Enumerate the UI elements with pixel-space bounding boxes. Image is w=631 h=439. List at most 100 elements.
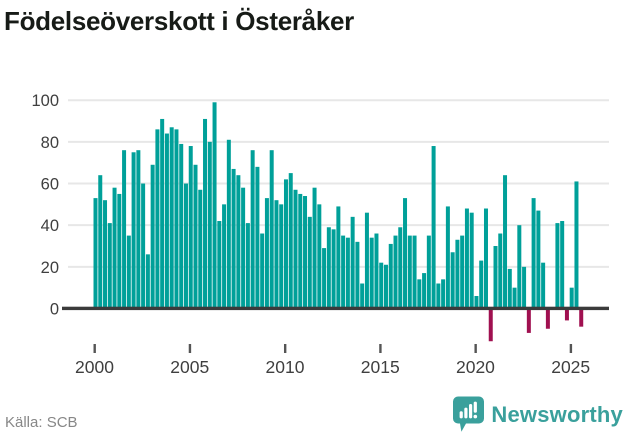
bar-2014-q2 bbox=[364, 212, 369, 309]
bar-2007-q1 bbox=[226, 139, 231, 309]
bar-2002-q1 bbox=[131, 152, 136, 309]
bar-2010-q3 bbox=[293, 189, 298, 309]
bar-2023-q3 bbox=[541, 262, 546, 309]
bar-2012-q3 bbox=[331, 229, 336, 309]
bar-2023-q2 bbox=[536, 210, 541, 309]
bar-2007-q4 bbox=[241, 187, 246, 309]
y-axis-label: 40 bbox=[41, 217, 59, 235]
bar-2009-q3 bbox=[274, 200, 279, 309]
bar-2008-q4 bbox=[260, 233, 265, 309]
bar-2005-q3 bbox=[198, 189, 203, 309]
bar-2011-q2 bbox=[307, 216, 312, 309]
bar-2001-q1 bbox=[112, 187, 117, 309]
x-axis-tick bbox=[283, 344, 287, 353]
bar-2022-q3 bbox=[522, 266, 527, 309]
x-axis-label: 2020 bbox=[456, 357, 495, 377]
bar-2025-q3 bbox=[579, 310, 584, 327]
bar-2003-q2 bbox=[155, 129, 160, 309]
bar-2013-q2 bbox=[345, 237, 350, 309]
bar-2024-q2 bbox=[555, 223, 560, 309]
bar-2003-q3 bbox=[160, 118, 165, 309]
bar-2006-q3 bbox=[217, 221, 222, 309]
bar-2020-q3 bbox=[483, 208, 488, 309]
bar-2014-q4 bbox=[374, 233, 379, 309]
bar-2003-q4 bbox=[164, 133, 169, 309]
bar-2022-q2 bbox=[517, 225, 522, 309]
bar-2021-q2 bbox=[498, 233, 503, 309]
bar-2004-q1 bbox=[169, 127, 174, 309]
bar-2023-q4 bbox=[545, 310, 550, 329]
y-axis-label: 20 bbox=[41, 259, 59, 277]
bar-2017-q4 bbox=[431, 146, 436, 309]
bar-2009-q2 bbox=[269, 150, 274, 309]
bar-2008-q1 bbox=[245, 223, 250, 309]
bar-2011-q3 bbox=[312, 187, 317, 309]
x-axis-tick bbox=[379, 344, 382, 353]
bar-2018-q2 bbox=[441, 279, 446, 309]
bar-2005-q4 bbox=[203, 118, 208, 309]
bar-2021-q3 bbox=[503, 175, 508, 309]
bar-2024-q3 bbox=[560, 221, 565, 309]
bar-2001-q4 bbox=[126, 235, 131, 309]
bar-2019-q1 bbox=[455, 239, 460, 309]
bar-2022-q4 bbox=[526, 310, 531, 333]
bar-2007-q3 bbox=[236, 175, 241, 309]
bar-2007-q2 bbox=[231, 168, 236, 309]
bar-2019-q4 bbox=[469, 212, 474, 309]
bar-2025-q2 bbox=[574, 181, 579, 309]
bar-2000-q4 bbox=[107, 223, 112, 309]
bar-2005-q2 bbox=[193, 164, 198, 309]
bar-2015-q1 bbox=[379, 262, 384, 309]
brand-wordmark: Newsworthy bbox=[491, 401, 623, 427]
bar-2015-q2 bbox=[383, 264, 388, 309]
page-title: Födelseöverskott i Österåker bbox=[4, 6, 354, 36]
bar-2017-q3 bbox=[426, 235, 431, 309]
bar-2023-q1 bbox=[531, 198, 536, 309]
bar-2017-q2 bbox=[422, 273, 427, 309]
bar-2003-q1 bbox=[150, 164, 155, 309]
bar-2010-q2 bbox=[288, 173, 293, 309]
bar-2009-q4 bbox=[279, 204, 284, 309]
bar-2017-q1 bbox=[417, 279, 422, 309]
bar-2000-q2 bbox=[98, 175, 103, 309]
x-axis-label: 2010 bbox=[266, 357, 305, 377]
y-axis-label: 0 bbox=[50, 301, 59, 319]
y-axis-label: 80 bbox=[41, 134, 59, 152]
bar-2020-q2 bbox=[479, 260, 484, 309]
bar-chart-badge-icon bbox=[453, 396, 485, 432]
bar-2011-q4 bbox=[317, 204, 322, 309]
bar-2002-q4 bbox=[145, 254, 150, 309]
bar-2000-q3 bbox=[103, 200, 108, 309]
x-axis-tick bbox=[93, 344, 96, 353]
bar-2015-q4 bbox=[393, 235, 398, 309]
x-axis-label: 2000 bbox=[75, 357, 114, 377]
bar-2018-q4 bbox=[450, 252, 455, 309]
newsworthy-brand: Newsworthy bbox=[453, 396, 623, 433]
x-axis-line bbox=[62, 306, 609, 311]
bar-2015-q3 bbox=[388, 243, 393, 309]
bar-2002-q2 bbox=[136, 150, 141, 309]
x-axis-label: 2005 bbox=[170, 357, 209, 377]
bar-2016-q4 bbox=[412, 235, 417, 309]
bar-2019-q3 bbox=[464, 208, 469, 309]
bar-2016-q3 bbox=[407, 235, 412, 309]
bar-2016-q2 bbox=[403, 198, 408, 309]
bar-2016-q1 bbox=[398, 227, 403, 309]
bar-2018-q1 bbox=[436, 283, 441, 309]
x-axis-tick bbox=[474, 344, 477, 353]
bar-2004-q3 bbox=[179, 143, 184, 309]
bar-2000-q1 bbox=[93, 198, 98, 309]
x-axis-tick bbox=[188, 344, 192, 353]
bar-2010-q1 bbox=[283, 179, 288, 309]
bar-2018-q3 bbox=[445, 206, 450, 309]
bar-2009-q1 bbox=[264, 198, 269, 309]
bar-2013-q3 bbox=[350, 216, 355, 309]
y-axis-label: 60 bbox=[41, 176, 59, 194]
bar-2012-q4 bbox=[336, 206, 341, 309]
x-axis-tick bbox=[569, 344, 573, 353]
bar-2021-q1 bbox=[493, 246, 498, 309]
bar-2004-q4 bbox=[183, 183, 188, 309]
bar-2019-q2 bbox=[460, 235, 465, 309]
bar-2020-q1 bbox=[474, 296, 479, 309]
